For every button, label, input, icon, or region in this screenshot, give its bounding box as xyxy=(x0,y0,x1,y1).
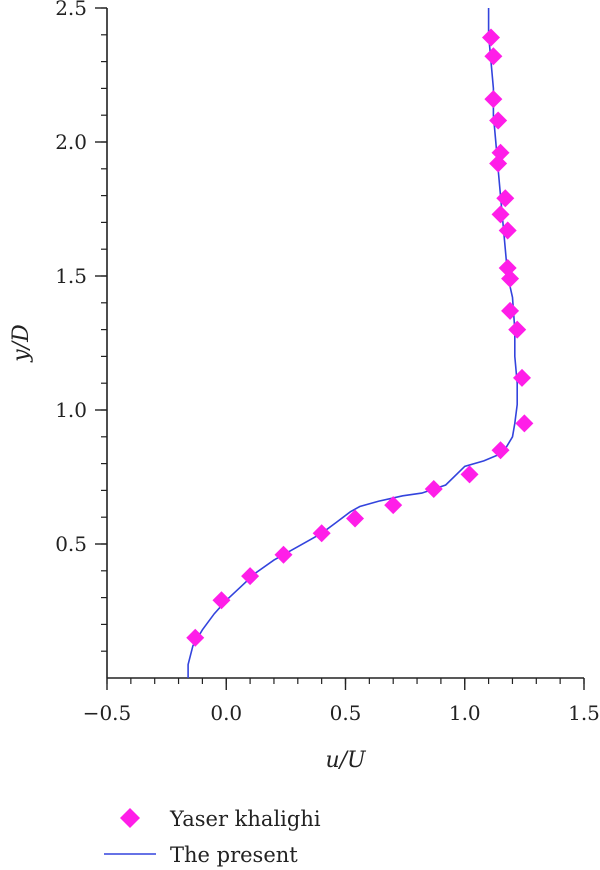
data-point-yaser-khalighi xyxy=(491,205,510,224)
legend-marker-yaser-khalighi xyxy=(120,808,140,828)
data-point-yaser-khalighi xyxy=(491,441,510,460)
data-point-yaser-khalighi xyxy=(489,111,508,130)
data-point-yaser-khalighi xyxy=(424,480,443,499)
data-point-yaser-khalighi xyxy=(484,47,503,66)
data-point-yaser-khalighi xyxy=(481,28,500,47)
data-point-yaser-khalighi xyxy=(274,545,293,564)
y-tick-label: 1.0 xyxy=(55,398,87,422)
legend: Yaser khalighi The present xyxy=(104,807,321,867)
y-tick-label: 2.5 xyxy=(55,0,87,20)
tick-labels: −0.5 0.0 0.5 1.0 1.5 0.5 1.0 1.5 2.0 2.5 xyxy=(55,0,600,725)
x-tick-label: 0.5 xyxy=(330,701,362,725)
data-point-yaser-khalighi xyxy=(501,301,520,320)
data-point-yaser-khalighi xyxy=(489,154,508,173)
data-point-yaser-khalighi xyxy=(515,414,534,433)
data-point-yaser-khalighi xyxy=(498,258,517,277)
series-line-layer xyxy=(187,8,518,678)
legend-label-the-present: The present xyxy=(170,843,298,867)
data-point-yaser-khalighi xyxy=(508,320,527,339)
data-point-yaser-khalighi xyxy=(498,221,517,240)
x-axis-title: u/U xyxy=(325,748,367,773)
x-tick-label: 0.0 xyxy=(210,701,242,725)
data-point-yaser-khalighi xyxy=(484,90,503,109)
data-point-yaser-khalighi xyxy=(384,496,403,515)
x-tick-label: −0.5 xyxy=(83,701,132,725)
y-tick-label: 1.5 xyxy=(55,264,87,288)
x-tick-label: 1.0 xyxy=(449,701,481,725)
x-tick-label: 1.5 xyxy=(568,701,600,725)
series-line-the-present xyxy=(187,8,518,678)
axes xyxy=(106,8,584,679)
data-point-yaser-khalighi xyxy=(241,567,260,586)
data-point-yaser-khalighi xyxy=(212,591,231,610)
data-point-yaser-khalighi xyxy=(512,368,531,387)
data-point-yaser-khalighi xyxy=(312,524,331,543)
data-point-yaser-khalighi xyxy=(346,509,365,528)
y-tick-label: 2.0 xyxy=(55,130,87,154)
y-axis-title: y/D xyxy=(9,324,34,363)
series-marker-layer xyxy=(186,28,534,647)
data-point-yaser-khalighi xyxy=(186,628,205,647)
legend-label-yaser-khalighi: Yaser khalighi xyxy=(169,807,321,831)
data-point-yaser-khalighi xyxy=(496,189,515,208)
axis-ticks xyxy=(95,7,585,690)
y-tick-label: 0.5 xyxy=(55,532,87,556)
data-point-yaser-khalighi xyxy=(460,465,479,484)
